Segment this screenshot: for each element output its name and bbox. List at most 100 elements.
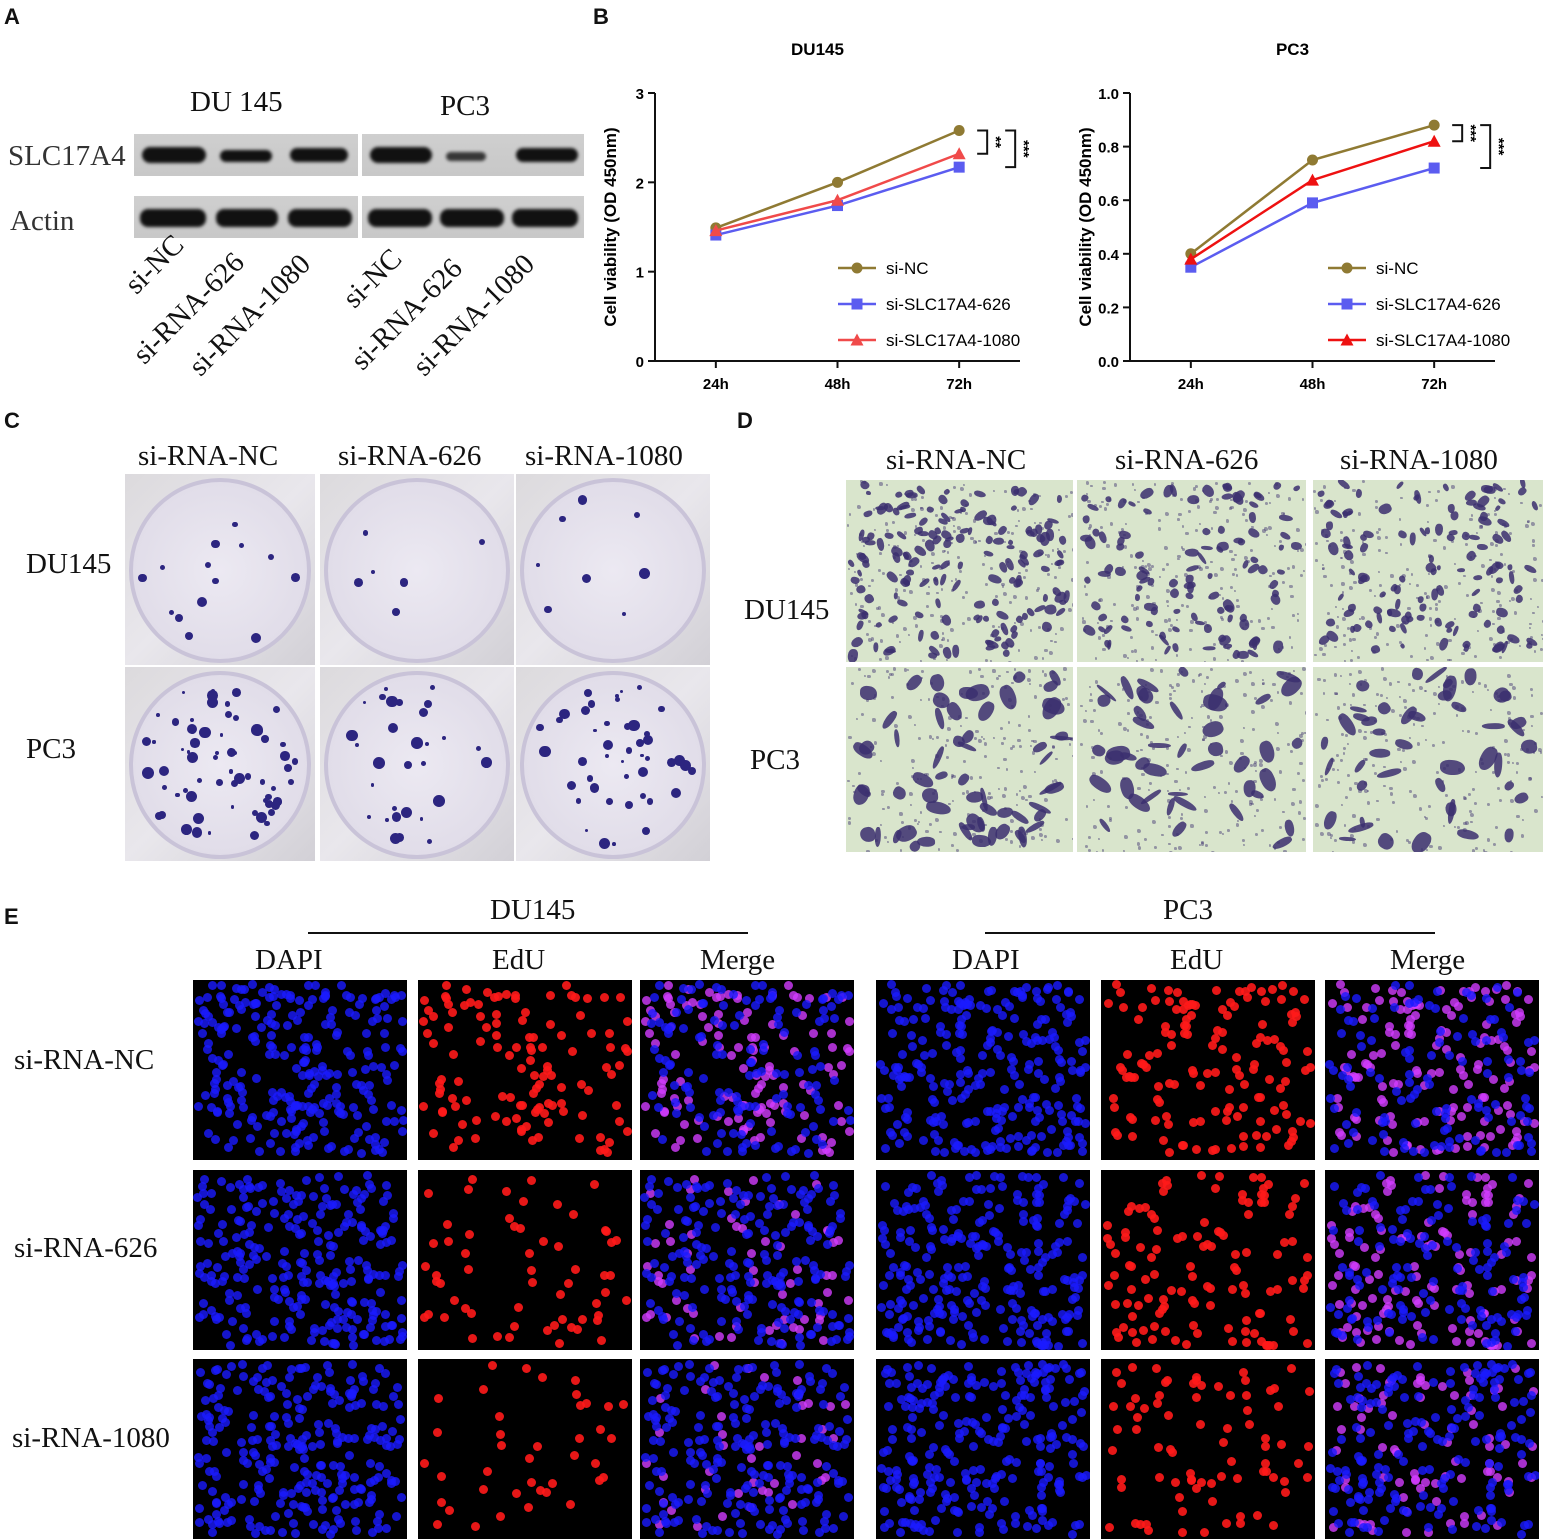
membrane-pore	[1151, 629, 1155, 633]
membrane-pore	[1148, 567, 1152, 571]
membrane-pore	[1033, 521, 1036, 524]
migrated-cell	[1168, 586, 1182, 600]
dapi-nucleus	[833, 1321, 843, 1331]
membrane-pore	[1041, 657, 1044, 660]
dapi-nucleus	[1483, 1271, 1493, 1281]
dapi-nucleus	[1419, 1148, 1429, 1158]
edu-positive-nucleus	[1511, 1236, 1521, 1246]
membrane-pore	[1008, 601, 1012, 605]
dapi-nucleus	[373, 1013, 383, 1023]
membrane-pore	[1428, 490, 1432, 494]
dapi-nucleus	[398, 1016, 407, 1026]
membrane-pore	[966, 617, 971, 621]
dapi-nucleus	[264, 992, 274, 1002]
migrated-cell	[1325, 520, 1334, 530]
edu-positive-nucleus	[1120, 1233, 1130, 1243]
dapi-nucleus	[308, 1478, 318, 1488]
dapi-nucleus	[199, 1174, 209, 1184]
membrane-pore	[867, 619, 872, 623]
dapi-nucleus	[308, 1192, 318, 1202]
membrane-pore	[1538, 748, 1542, 753]
dapi-nucleus	[1403, 1262, 1413, 1272]
migrated-cell	[1168, 700, 1186, 722]
membrane-pore	[1343, 660, 1346, 662]
membrane-pore	[1363, 757, 1368, 762]
dapi-nucleus	[251, 1011, 261, 1021]
membrane-pore	[1290, 645, 1294, 649]
dapi-nucleus	[1476, 1146, 1486, 1156]
membrane-pore	[1342, 752, 1346, 755]
legend-label: si-SLC17A4-626	[1376, 295, 1501, 314]
membrane-pore	[992, 736, 995, 739]
dapi-nucleus	[217, 1061, 227, 1071]
edu-positive-nucleus	[1161, 1021, 1171, 1031]
dapi-nucleus	[716, 1317, 726, 1326]
membrane-pore	[1122, 849, 1125, 852]
dapi-nucleus	[679, 1233, 689, 1243]
dapi-nucleus	[685, 1324, 695, 1334]
colony	[476, 746, 482, 752]
membrane-pore	[1166, 790, 1169, 793]
dapi-nucleus	[935, 1328, 945, 1338]
dapi-nucleus	[826, 1225, 836, 1235]
edu-positive-nucleus	[1391, 1029, 1401, 1039]
dapi-nucleus	[921, 983, 931, 993]
legend-marker	[1341, 262, 1353, 274]
dapi-nucleus	[376, 1063, 386, 1073]
membrane-pore	[1269, 844, 1272, 847]
dapi-nucleus	[305, 1108, 315, 1118]
colony	[211, 539, 221, 549]
membrane-pore	[1166, 772, 1170, 776]
membrane-pore	[1218, 831, 1222, 835]
membrane-pore	[1350, 703, 1353, 706]
membrane-pore	[980, 735, 984, 739]
y-tick-label: 3	[636, 86, 644, 103]
dapi-nucleus	[908, 1300, 918, 1310]
membrane-pore	[1409, 790, 1412, 793]
membrane-pore	[1254, 769, 1258, 773]
edu-positive-nucleus	[491, 1111, 501, 1121]
membrane-pore	[1107, 804, 1110, 808]
colony	[362, 530, 369, 536]
membrane-pore	[972, 519, 977, 523]
dapi-nucleus	[1524, 1037, 1534, 1047]
dapi-nucleus	[292, 1214, 302, 1224]
dapi-nucleus	[1326, 1302, 1336, 1312]
membrane-pore	[1339, 674, 1342, 678]
membrane-pore	[1483, 684, 1487, 688]
membrane-pore	[1470, 820, 1473, 824]
edu-positive-nucleus	[1193, 1328, 1203, 1338]
membrane-pore	[1166, 763, 1170, 767]
edu-positive-nucleus	[546, 1019, 556, 1029]
edu-positive-nucleus	[1276, 1084, 1286, 1094]
dapi-nucleus	[1362, 1316, 1372, 1326]
edu-positive-nucleus	[1370, 983, 1380, 993]
membrane-pore	[1181, 813, 1184, 816]
x-tick-label: 48h	[825, 376, 851, 393]
dapi-nucleus	[1397, 1215, 1407, 1224]
membrane-pore	[1423, 592, 1427, 596]
colony	[605, 753, 610, 758]
dapi-nucleus	[1375, 1171, 1385, 1181]
edu-positive-nucleus	[1119, 1002, 1129, 1012]
dapi-nucleus	[352, 1526, 362, 1536]
dapi-nucleus	[947, 1236, 957, 1246]
dapi-nucleus	[294, 995, 304, 1005]
membrane-pore	[1157, 518, 1162, 523]
membrane-pore	[1426, 594, 1430, 599]
colony	[481, 756, 492, 768]
edu-positive-nucleus	[526, 1266, 536, 1276]
membrane-pore	[1539, 751, 1543, 754]
membrane-pore	[1205, 675, 1209, 679]
data-point	[1428, 119, 1440, 131]
dapi-nucleus	[276, 990, 286, 1000]
edu-positive-nucleus	[1163, 986, 1173, 996]
colony	[214, 751, 219, 756]
migrated-cell	[1247, 526, 1261, 539]
dapi-nucleus	[929, 1117, 938, 1127]
dapi-nucleus	[985, 1037, 995, 1047]
edu-positive-nucleus	[1110, 1300, 1120, 1310]
membrane-pore	[1009, 747, 1014, 751]
membrane-pore	[1241, 513, 1245, 517]
membrane-pore	[1451, 485, 1455, 489]
